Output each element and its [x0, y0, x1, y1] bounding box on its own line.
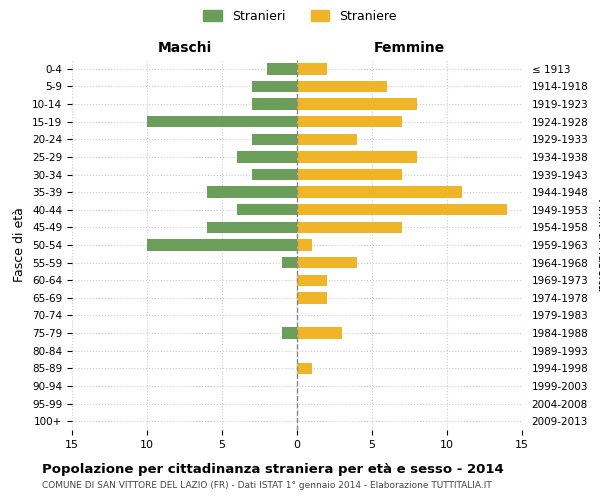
Bar	[252, 80, 297, 92]
Bar	[237, 151, 297, 162]
Bar	[297, 292, 327, 304]
Bar	[252, 98, 297, 110]
Bar	[297, 222, 402, 233]
Bar	[252, 134, 297, 145]
Bar	[297, 98, 417, 110]
Bar	[282, 257, 297, 268]
Bar	[297, 274, 327, 286]
Bar	[297, 151, 417, 162]
Bar	[237, 204, 297, 216]
Bar	[147, 116, 297, 128]
Text: COMUNE DI SAN VITTORE DEL LAZIO (FR) - Dati ISTAT 1° gennaio 2014 - Elaborazione: COMUNE DI SAN VITTORE DEL LAZIO (FR) - D…	[42, 481, 492, 490]
Bar	[297, 80, 387, 92]
Legend: Stranieri, Straniere: Stranieri, Straniere	[199, 6, 401, 26]
Bar	[297, 362, 312, 374]
Bar	[297, 186, 462, 198]
Bar	[297, 257, 357, 268]
Bar	[297, 63, 327, 74]
Text: Popolazione per cittadinanza straniera per età e sesso - 2014: Popolazione per cittadinanza straniera p…	[42, 462, 504, 475]
Bar	[282, 328, 297, 339]
Bar	[297, 134, 357, 145]
Bar	[297, 204, 507, 216]
Bar	[252, 169, 297, 180]
Bar	[297, 169, 402, 180]
Bar	[297, 240, 312, 250]
Y-axis label: Fasce di età: Fasce di età	[13, 208, 26, 282]
Bar	[207, 186, 297, 198]
Bar	[297, 116, 402, 128]
Bar	[207, 222, 297, 233]
Bar	[297, 328, 342, 339]
Bar	[147, 240, 297, 250]
Y-axis label: Anni di nascita: Anni di nascita	[595, 198, 600, 291]
Bar	[267, 63, 297, 74]
